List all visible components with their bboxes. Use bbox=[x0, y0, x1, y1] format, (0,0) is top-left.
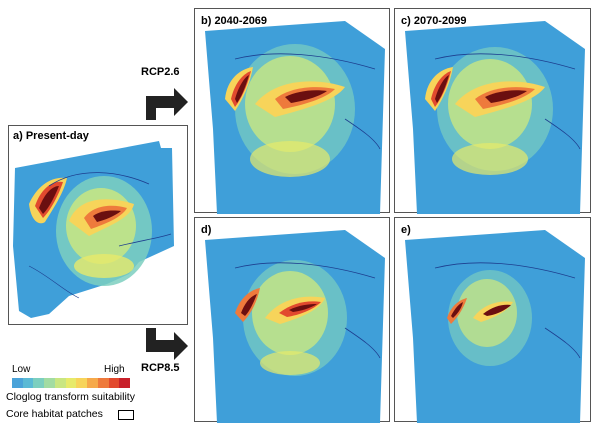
arrow-rcp85-label: RCP8.5 bbox=[141, 362, 180, 374]
map-2040-2069-rcp85 bbox=[205, 230, 385, 423]
map-2070-2099-rcp26 bbox=[405, 21, 585, 214]
map-2070-2099-rcp85 bbox=[405, 230, 585, 423]
panel-a-label: a) Present-day bbox=[13, 130, 89, 142]
map-present-day bbox=[13, 141, 174, 318]
arrow-rcp26-icon bbox=[146, 88, 188, 120]
colorbar-swatch bbox=[97, 378, 110, 388]
map-2040-2069-rcp26 bbox=[205, 21, 385, 214]
colorbar-swatch bbox=[54, 378, 67, 388]
panel-2070-2099-rcp85: e) bbox=[394, 217, 591, 423]
core-habitat-swatch bbox=[118, 410, 134, 420]
panel-present-day: a) Present-day bbox=[8, 125, 188, 325]
colorbar bbox=[12, 378, 131, 388]
legend-core: Core habitat patches bbox=[6, 408, 103, 420]
arrow-rcp26-label: RCP2.6 bbox=[141, 66, 180, 78]
colorbar-swatch bbox=[22, 378, 34, 388]
panel-d-label: d) bbox=[201, 224, 212, 236]
colorbar-swatch bbox=[76, 378, 88, 388]
colorbar-swatch bbox=[44, 378, 56, 388]
colorbar-swatch bbox=[65, 378, 77, 388]
panel-2040-2069-rcp26: b) 2040-2069 bbox=[194, 8, 390, 214]
legend-high: High bbox=[104, 364, 125, 375]
legend-low: Low bbox=[12, 364, 31, 375]
panel-2040-2069-rcp85: d) bbox=[194, 217, 390, 423]
colorbar-swatch bbox=[87, 378, 99, 388]
colorbar-swatch bbox=[12, 378, 24, 388]
colorbar-swatch bbox=[119, 378, 131, 388]
panel-e-label: e) bbox=[401, 224, 411, 236]
legend-title: Cloglog transform suitability bbox=[6, 391, 135, 403]
panel-c-label: c) 2070-2099 bbox=[401, 15, 467, 27]
panel-b-label: b) 2040-2069 bbox=[201, 15, 268, 27]
panel-2070-2099-rcp26: c) 2070-2099 bbox=[394, 8, 591, 214]
colorbar-swatch bbox=[33, 378, 45, 388]
colorbar-swatch bbox=[108, 378, 120, 388]
arrow-rcp85-icon bbox=[146, 328, 188, 360]
